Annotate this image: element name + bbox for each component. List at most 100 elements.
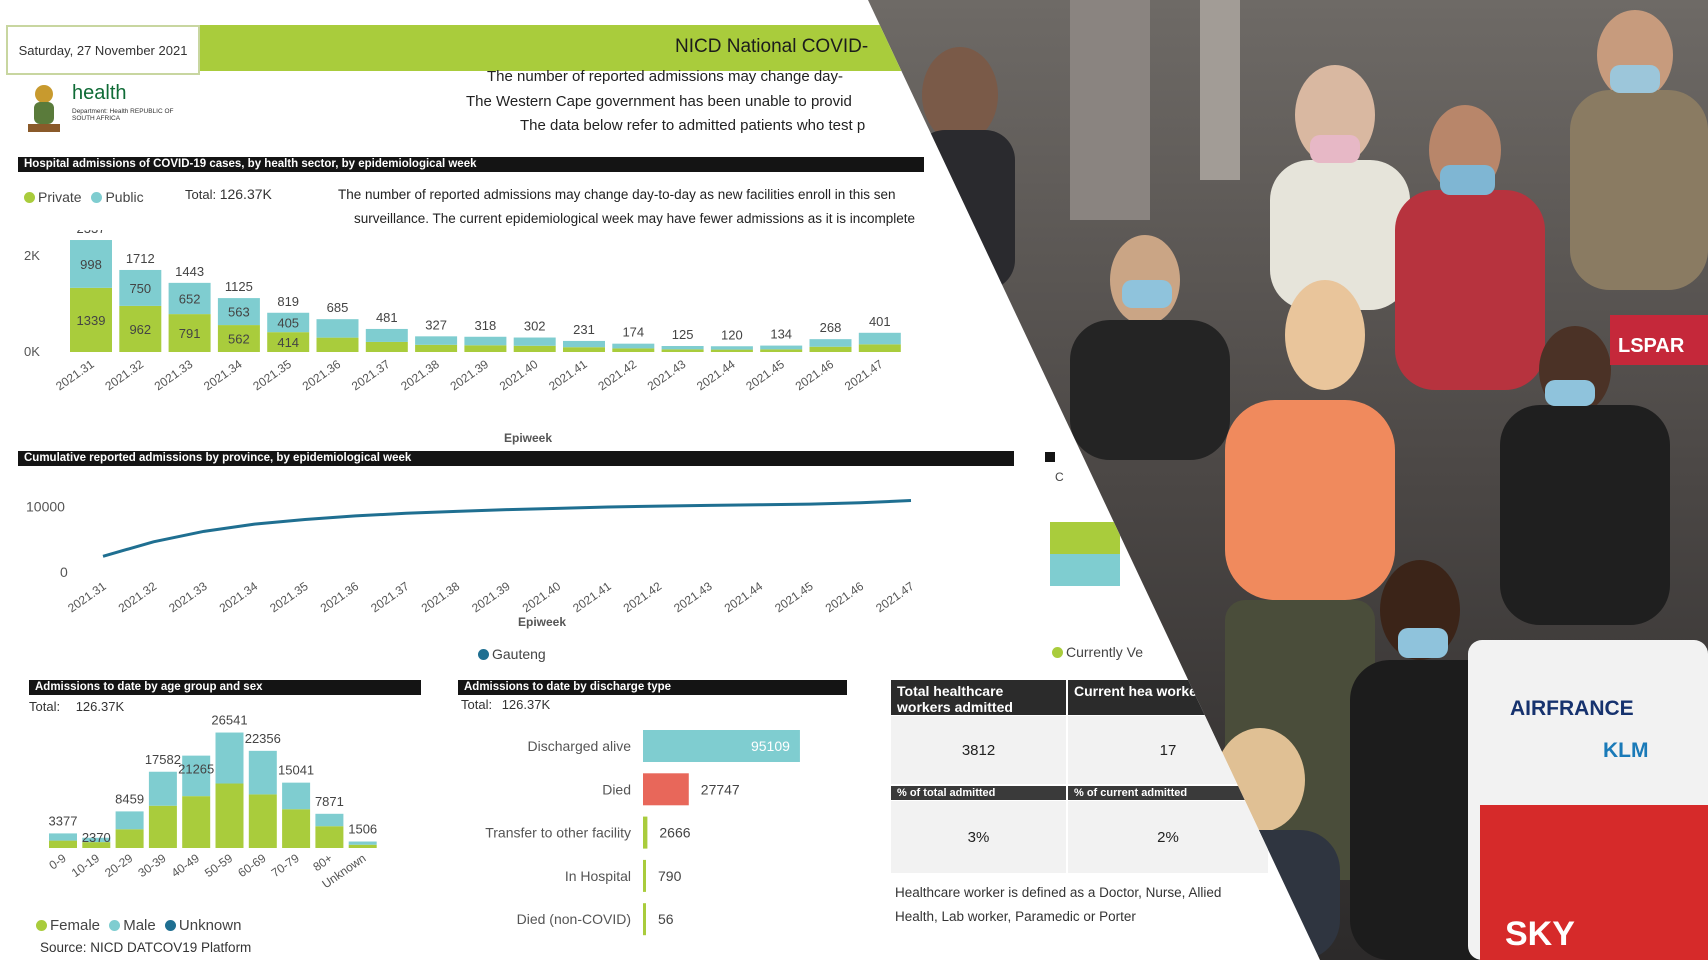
legend-dot-public bbox=[91, 192, 103, 203]
bar-female-70-79 bbox=[282, 809, 311, 848]
dashboard-title: NICD National COVID- bbox=[675, 36, 869, 57]
trolley-text: LSPAR bbox=[1618, 335, 1685, 357]
trolley: LSPAR bbox=[1610, 315, 1708, 365]
legend-dot-gauteng bbox=[478, 649, 489, 660]
bar-total-40-49: 21265 bbox=[178, 762, 214, 777]
hcw-footnote-2: Health, Lab worker, Paramedic or Porter bbox=[895, 909, 1136, 924]
age-section-heading: Admissions to date by age group and sex bbox=[29, 680, 421, 695]
bar-private-2021.34 bbox=[217, 325, 260, 352]
right-fragment-legend: Currently Ve bbox=[1052, 644, 1143, 660]
age-total-label: Total: bbox=[29, 699, 61, 714]
x-tick-2021.31: 2021.31 bbox=[53, 357, 97, 394]
bar-private-2021.31 bbox=[70, 287, 112, 352]
x-tick-2021.31: 2021.31 bbox=[65, 579, 109, 616]
header-band bbox=[196, 25, 956, 71]
bar-total-2021.47: 401 bbox=[869, 314, 891, 329]
category-label-in-hospital: In Hospital bbox=[565, 868, 631, 884]
cumulative-legend: Gauteng bbox=[478, 646, 546, 662]
bar-died-non-covid bbox=[643, 903, 646, 936]
bar-public-2021.39 bbox=[464, 336, 507, 346]
bar-public-label-2021.32: 750 bbox=[129, 281, 151, 296]
x-tick-2021.33: 2021.33 bbox=[152, 357, 196, 394]
hcw-pct-current-value: 2% bbox=[1068, 801, 1268, 873]
category-label-discharged-alive: Discharged alive bbox=[528, 738, 632, 754]
bar-total-10-19: 2370 bbox=[82, 830, 111, 845]
bar-female-0-9 bbox=[49, 840, 77, 848]
y-tick-2k: 2K bbox=[24, 248, 40, 263]
bar-private-2021.33 bbox=[168, 314, 211, 352]
bar-female-10-19 bbox=[82, 842, 111, 848]
legend-gauteng: Gauteng bbox=[492, 646, 546, 662]
x-tick-2021.39: 2021.39 bbox=[448, 357, 492, 394]
bar-public-2021.40 bbox=[513, 337, 556, 346]
sector-section-heading: Hospital admissions of COVID-19 cases, b… bbox=[18, 157, 924, 172]
logo-subtext: Department: Health REPUBLIC OF SOUTH AFR… bbox=[72, 108, 174, 122]
legend-unknown: Unknown bbox=[178, 917, 242, 934]
bar-total-2021.33: 1443 bbox=[175, 264, 204, 279]
bar-private-2021.46 bbox=[809, 346, 852, 352]
x-tick-2021.47: 2021.47 bbox=[842, 357, 886, 394]
bar-female-20-29 bbox=[115, 829, 144, 848]
report-date: Saturday, 27 November 2021 bbox=[6, 25, 200, 75]
category-label-died-non-covid: Died (non-COVID) bbox=[517, 911, 631, 927]
bar-public-2021.47 bbox=[858, 332, 901, 345]
bar-total-2021.34: 1125 bbox=[225, 279, 253, 294]
x-tick-2021.42: 2021.42 bbox=[595, 357, 639, 394]
legend-public: Public bbox=[105, 189, 144, 205]
bar-public-2021.37 bbox=[365, 328, 408, 342]
legend-dot-male bbox=[109, 920, 121, 931]
bar-public-2021.45 bbox=[760, 345, 803, 350]
header-note-1: The number of reported admissions may ch… bbox=[487, 68, 844, 85]
bar-public-2021.31 bbox=[70, 240, 112, 288]
value-label-transfer-to-other-facility: 2666 bbox=[659, 825, 690, 841]
x-tick-2021.45: 2021.45 bbox=[772, 579, 816, 616]
header-note-2: The Western Cape government has been una… bbox=[466, 93, 852, 110]
bar-total-2021.38: 327 bbox=[425, 317, 447, 332]
bar-total-2021.35: 819 bbox=[277, 294, 299, 309]
bar-male-20-29 bbox=[115, 811, 144, 830]
bar-total-70-79: 15041 bbox=[278, 763, 314, 778]
x-tick-2021.34: 2021.34 bbox=[201, 357, 245, 394]
bar-public-2021.41 bbox=[563, 340, 605, 348]
legend-dot-currently bbox=[1052, 647, 1063, 658]
x-tick-2021.40: 2021.40 bbox=[497, 357, 541, 394]
bar-public-label-2021.35: 405 bbox=[277, 315, 299, 330]
x-tick-2021.38: 2021.38 bbox=[398, 357, 442, 394]
bar-total-80+: 7871 bbox=[315, 794, 344, 809]
bar-male-30-39 bbox=[148, 771, 177, 806]
x-tick-2021.32: 2021.32 bbox=[116, 579, 160, 616]
legend-currently: Currently Ve bbox=[1066, 644, 1144, 660]
logo-text: health bbox=[72, 82, 127, 104]
bar-public-2021.43 bbox=[661, 346, 704, 350]
x-tick-2021.33: 2021.33 bbox=[166, 579, 210, 616]
sector-total-label: Total: bbox=[185, 187, 217, 202]
bar-male-50-59 bbox=[215, 732, 244, 784]
value-label-died-non-covid: 56 bbox=[658, 911, 674, 927]
legend-dot-unknown bbox=[164, 920, 176, 931]
bar-total-0-9: 3377 bbox=[49, 813, 78, 828]
x-tick-20-29: 20-29 bbox=[102, 851, 135, 880]
age-legend: Female Male Unknown bbox=[36, 917, 241, 934]
value-label-in-hospital: 790 bbox=[658, 868, 682, 884]
header-note-3: The data below refer to admitted patient… bbox=[520, 117, 866, 134]
bar-female-80+ bbox=[315, 826, 344, 848]
bar-total-2021.31: 2337 bbox=[77, 230, 106, 236]
right-fragment-bar-private bbox=[1050, 522, 1120, 554]
sector-total-value: 126.37K bbox=[219, 186, 272, 202]
bar-public-2021.32 bbox=[119, 269, 162, 306]
klm-text: KLM bbox=[1603, 739, 1649, 762]
bar-private-label-2021.35: 414 bbox=[277, 335, 299, 350]
y-tick-10000: 10000 bbox=[26, 498, 65, 514]
sector-legend: Private Public bbox=[24, 189, 144, 205]
health-logo: health Department: Health REPUBLIC OF SO… bbox=[22, 80, 182, 136]
source-text: Source: NICD DATCOV19 Platform bbox=[40, 940, 252, 955]
x-tick-40-49: 40-49 bbox=[169, 851, 202, 880]
right-fragment-head bbox=[1045, 452, 1055, 462]
bar-public-2021.35 bbox=[267, 312, 310, 333]
hcw-pct-current-header: % of current admitted bbox=[1068, 786, 1268, 800]
sector-bar-chart: 0K 2K 2337 1339 998 2021.31 1712 962 750 2021.32 1… bbox=[24, 230, 901, 445]
bar-private-2021.45 bbox=[760, 349, 803, 352]
bar-public-2021.36 bbox=[316, 319, 359, 338]
hcw-pct-total-header: % of total admitted bbox=[891, 786, 1066, 800]
